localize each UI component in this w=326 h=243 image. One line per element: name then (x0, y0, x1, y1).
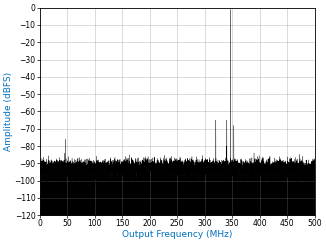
Y-axis label: Amplitude (dBFS): Amplitude (dBFS) (4, 72, 13, 151)
X-axis label: Output Frequency (MHz): Output Frequency (MHz) (122, 230, 232, 239)
